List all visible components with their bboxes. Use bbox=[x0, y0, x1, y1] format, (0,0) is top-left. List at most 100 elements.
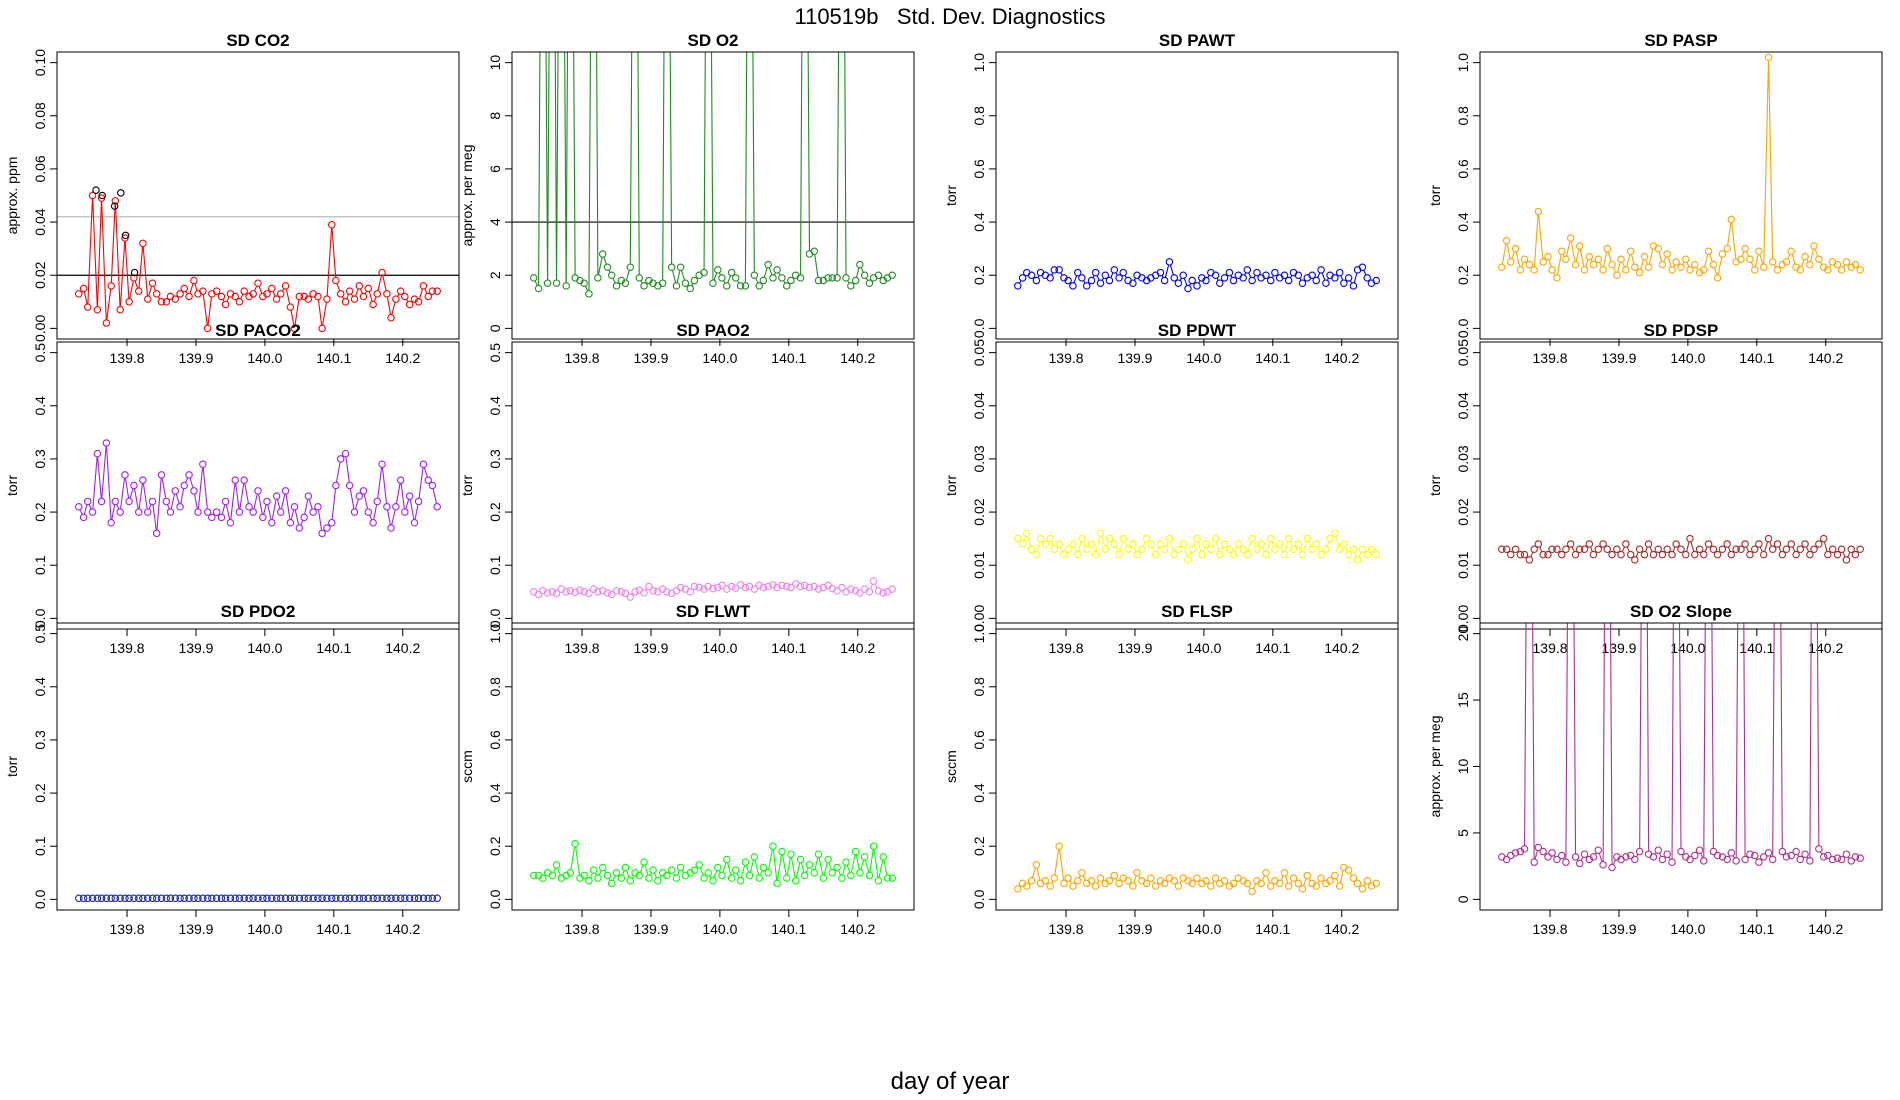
data-point bbox=[428, 287, 437, 295]
data-point bbox=[1202, 276, 1210, 285]
data-point bbox=[1284, 882, 1293, 890]
data-point bbox=[148, 279, 157, 287]
data-point bbox=[1764, 849, 1773, 857]
series-segment bbox=[1787, 253, 1791, 260]
series-segment bbox=[1792, 546, 1796, 552]
series-segment bbox=[1630, 254, 1635, 265]
series-segment bbox=[1727, 546, 1731, 552]
series-segment bbox=[823, 862, 828, 876]
data-point bbox=[373, 290, 381, 298]
x-axis-label: day of year bbox=[890, 1068, 1010, 1095]
data-point bbox=[1801, 252, 1809, 261]
series-segment bbox=[240, 293, 244, 300]
series-segment bbox=[1533, 214, 1539, 267]
series-segment bbox=[1261, 875, 1266, 881]
series-segment bbox=[377, 467, 383, 499]
data-point bbox=[199, 460, 207, 468]
data-point bbox=[1580, 266, 1589, 274]
data-point bbox=[607, 590, 616, 599]
data-point bbox=[676, 263, 685, 271]
data-point bbox=[1575, 242, 1584, 250]
data-point bbox=[1124, 877, 1132, 885]
data-point bbox=[787, 583, 795, 592]
data-point bbox=[1142, 879, 1151, 888]
data-point bbox=[166, 894, 175, 903]
data-point bbox=[1027, 271, 1036, 279]
series-segment bbox=[226, 296, 230, 302]
series-segment bbox=[1298, 546, 1302, 552]
data-point bbox=[842, 858, 850, 866]
data-point bbox=[162, 894, 171, 903]
series-segment bbox=[629, 52, 633, 265]
y-tick-label: 0.08 bbox=[32, 102, 48, 129]
data-point bbox=[879, 853, 888, 861]
series-segment bbox=[386, 509, 391, 525]
data-point bbox=[1792, 847, 1800, 856]
y-tick-label: 0.04 bbox=[32, 208, 48, 235]
series-segment bbox=[1530, 551, 1534, 558]
data-point bbox=[1815, 845, 1823, 853]
data-point bbox=[392, 894, 400, 903]
data-point bbox=[1349, 545, 1358, 554]
y-tick-label: 0.5 bbox=[32, 624, 48, 644]
data-point bbox=[1198, 550, 1206, 559]
y-tick-label: 6 bbox=[487, 165, 503, 173]
series-segment bbox=[363, 493, 369, 510]
series-segment bbox=[294, 299, 300, 326]
data-point bbox=[1032, 861, 1041, 869]
data-point bbox=[1806, 857, 1814, 865]
series-segment bbox=[1686, 262, 1690, 268]
data-point bbox=[1225, 545, 1234, 554]
panel-title: SD PASP bbox=[1644, 31, 1717, 50]
data-point bbox=[1603, 545, 1611, 554]
data-point bbox=[1326, 877, 1334, 885]
series-segment bbox=[713, 272, 718, 281]
data-point bbox=[1677, 545, 1685, 554]
data-point bbox=[148, 497, 157, 506]
series-segment bbox=[101, 201, 107, 320]
data-point bbox=[1842, 556, 1851, 564]
panel-frame bbox=[511, 341, 915, 630]
data-point bbox=[759, 583, 768, 592]
data-point bbox=[1534, 207, 1543, 216]
data-point bbox=[828, 869, 836, 877]
data-point bbox=[874, 586, 883, 595]
data-point bbox=[741, 858, 750, 866]
series-segment bbox=[142, 483, 148, 509]
series-segment bbox=[1809, 623, 1812, 858]
y-tick-label: 0.4 bbox=[32, 677, 48, 697]
series-segment bbox=[589, 872, 593, 879]
data-point bbox=[1622, 266, 1630, 274]
series-segment bbox=[818, 857, 824, 876]
data-point bbox=[1105, 877, 1114, 885]
series-segment bbox=[584, 285, 589, 292]
data-point bbox=[300, 513, 308, 522]
data-point bbox=[249, 290, 257, 298]
data-point bbox=[1778, 550, 1787, 559]
data-point bbox=[704, 869, 712, 877]
series-segment bbox=[193, 493, 198, 510]
series-segment bbox=[1511, 251, 1515, 260]
data-point bbox=[1723, 540, 1731, 548]
data-point bbox=[157, 298, 166, 306]
series-segment bbox=[1302, 541, 1307, 552]
data-point bbox=[226, 518, 235, 527]
x-tick-label: 139.8 bbox=[1049, 640, 1084, 656]
data-point bbox=[1851, 260, 1860, 269]
series-segment bbox=[1211, 541, 1215, 547]
series-segment bbox=[1700, 852, 1704, 859]
series-segment bbox=[1280, 875, 1284, 881]
data-point bbox=[1682, 550, 1690, 559]
y-axis-label: approx. ppm bbox=[4, 157, 20, 235]
data-point bbox=[755, 874, 763, 882]
data-point bbox=[814, 585, 823, 593]
series-segment bbox=[1326, 541, 1330, 547]
data-point bbox=[1091, 268, 1100, 277]
data-point bbox=[1608, 550, 1616, 559]
y-tick-label: 0.03 bbox=[1455, 445, 1471, 472]
panel-title: SD FLWT bbox=[676, 602, 751, 621]
data-point bbox=[1539, 550, 1547, 559]
data-point bbox=[116, 306, 124, 314]
series-segment bbox=[148, 504, 152, 510]
data-point bbox=[1229, 550, 1238, 559]
